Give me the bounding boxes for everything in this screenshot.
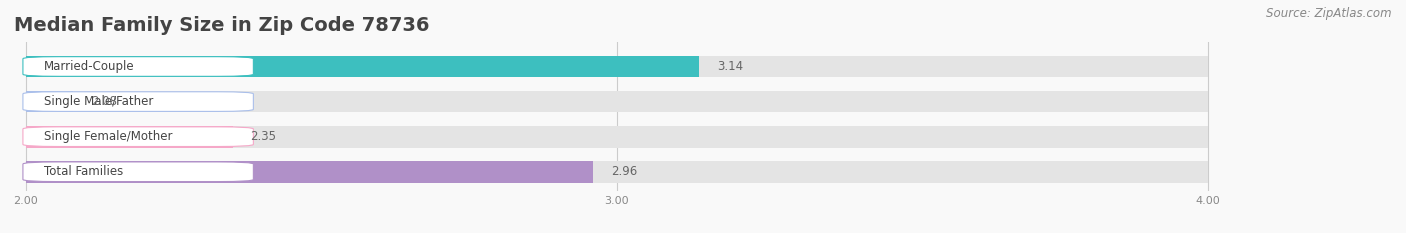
Bar [25, 91, 73, 113]
Text: 2.08: 2.08 [91, 95, 117, 108]
FancyBboxPatch shape [22, 57, 253, 76]
Bar [25, 126, 1208, 147]
FancyBboxPatch shape [22, 162, 253, 182]
Text: Median Family Size in Zip Code 78736: Median Family Size in Zip Code 78736 [14, 16, 430, 35]
Bar [25, 161, 593, 183]
FancyBboxPatch shape [22, 127, 253, 147]
Text: Source: ZipAtlas.com: Source: ZipAtlas.com [1267, 7, 1392, 20]
Text: Total Families: Total Families [44, 165, 122, 178]
Text: 2.96: 2.96 [610, 165, 637, 178]
Bar [25, 56, 699, 77]
Bar [25, 161, 1208, 183]
Bar [25, 126, 232, 147]
Text: Single Female/Mother: Single Female/Mother [44, 130, 172, 143]
Text: Single Male/Father: Single Male/Father [44, 95, 153, 108]
Text: 2.35: 2.35 [250, 130, 277, 143]
Bar [25, 56, 1208, 77]
Text: 3.14: 3.14 [717, 60, 744, 73]
Bar [25, 91, 1208, 113]
Text: Married-Couple: Married-Couple [44, 60, 134, 73]
FancyBboxPatch shape [22, 92, 253, 111]
